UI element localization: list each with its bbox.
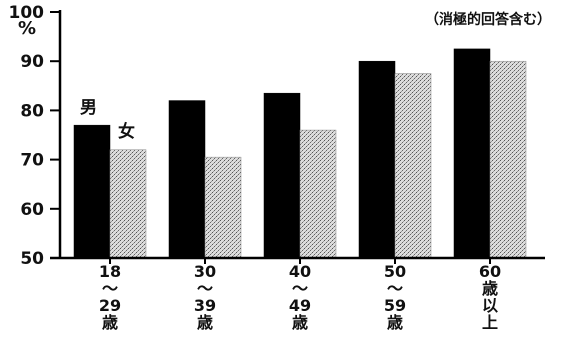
legend-female-label: 女 bbox=[118, 121, 135, 142]
y-axis-ticks: 50 60 70 80 90 100 bbox=[9, 3, 60, 269]
bar-female-3 bbox=[394, 73, 432, 259]
y-tick-label: 50 bbox=[20, 249, 44, 269]
bar-female-1 bbox=[204, 156, 242, 259]
legend: 男女 bbox=[80, 98, 135, 142]
bars bbox=[73, 48, 527, 259]
y-axis-unit: % bbox=[18, 18, 36, 39]
bar-male-0 bbox=[73, 124, 111, 259]
x-category-label: 30 bbox=[194, 262, 216, 281]
x-category-label: 歳 bbox=[197, 313, 213, 332]
x-category-label: 以 bbox=[482, 296, 498, 315]
axes bbox=[50, 10, 545, 260]
x-category-label: 歳 bbox=[387, 313, 403, 332]
x-category-label: 歳 bbox=[292, 313, 308, 332]
x-category-label: 40 bbox=[289, 262, 311, 281]
x-category-label: 29 bbox=[99, 296, 121, 315]
bar-female-4 bbox=[489, 60, 527, 259]
x-category-label: 歳 bbox=[102, 313, 118, 332]
bar-female-2 bbox=[299, 129, 337, 259]
bar-female-0 bbox=[109, 149, 147, 259]
bar-male-1 bbox=[168, 100, 206, 259]
x-category-label: ～ bbox=[387, 279, 403, 298]
bar-male-4 bbox=[453, 48, 491, 259]
y-tick-label: 100 bbox=[9, 3, 45, 23]
x-category-label: 39 bbox=[194, 296, 216, 315]
x-category-label: ～ bbox=[292, 279, 308, 298]
x-category-label: 49 bbox=[289, 296, 311, 315]
x-category-label: 18 bbox=[99, 262, 121, 281]
chart-note: （消極的回答含む） bbox=[425, 11, 551, 28]
legend-male-label: 男 bbox=[80, 98, 97, 118]
y-tick-label: 80 bbox=[20, 101, 44, 121]
x-category-label: 50 bbox=[384, 262, 406, 281]
x-category-label: 歳 bbox=[482, 279, 498, 298]
y-tick-label: 60 bbox=[20, 200, 44, 220]
bar-male-3 bbox=[358, 60, 396, 259]
x-category-label: 59 bbox=[384, 296, 406, 315]
x-category-label: 上 bbox=[482, 313, 498, 332]
x-category-label: ～ bbox=[197, 279, 213, 298]
bar-male-2 bbox=[263, 92, 301, 259]
x-category-label: 60 bbox=[479, 262, 501, 281]
y-tick-label: 90 bbox=[20, 52, 44, 72]
x-category-label: ～ bbox=[102, 279, 118, 298]
y-tick-label: 70 bbox=[20, 151, 44, 171]
